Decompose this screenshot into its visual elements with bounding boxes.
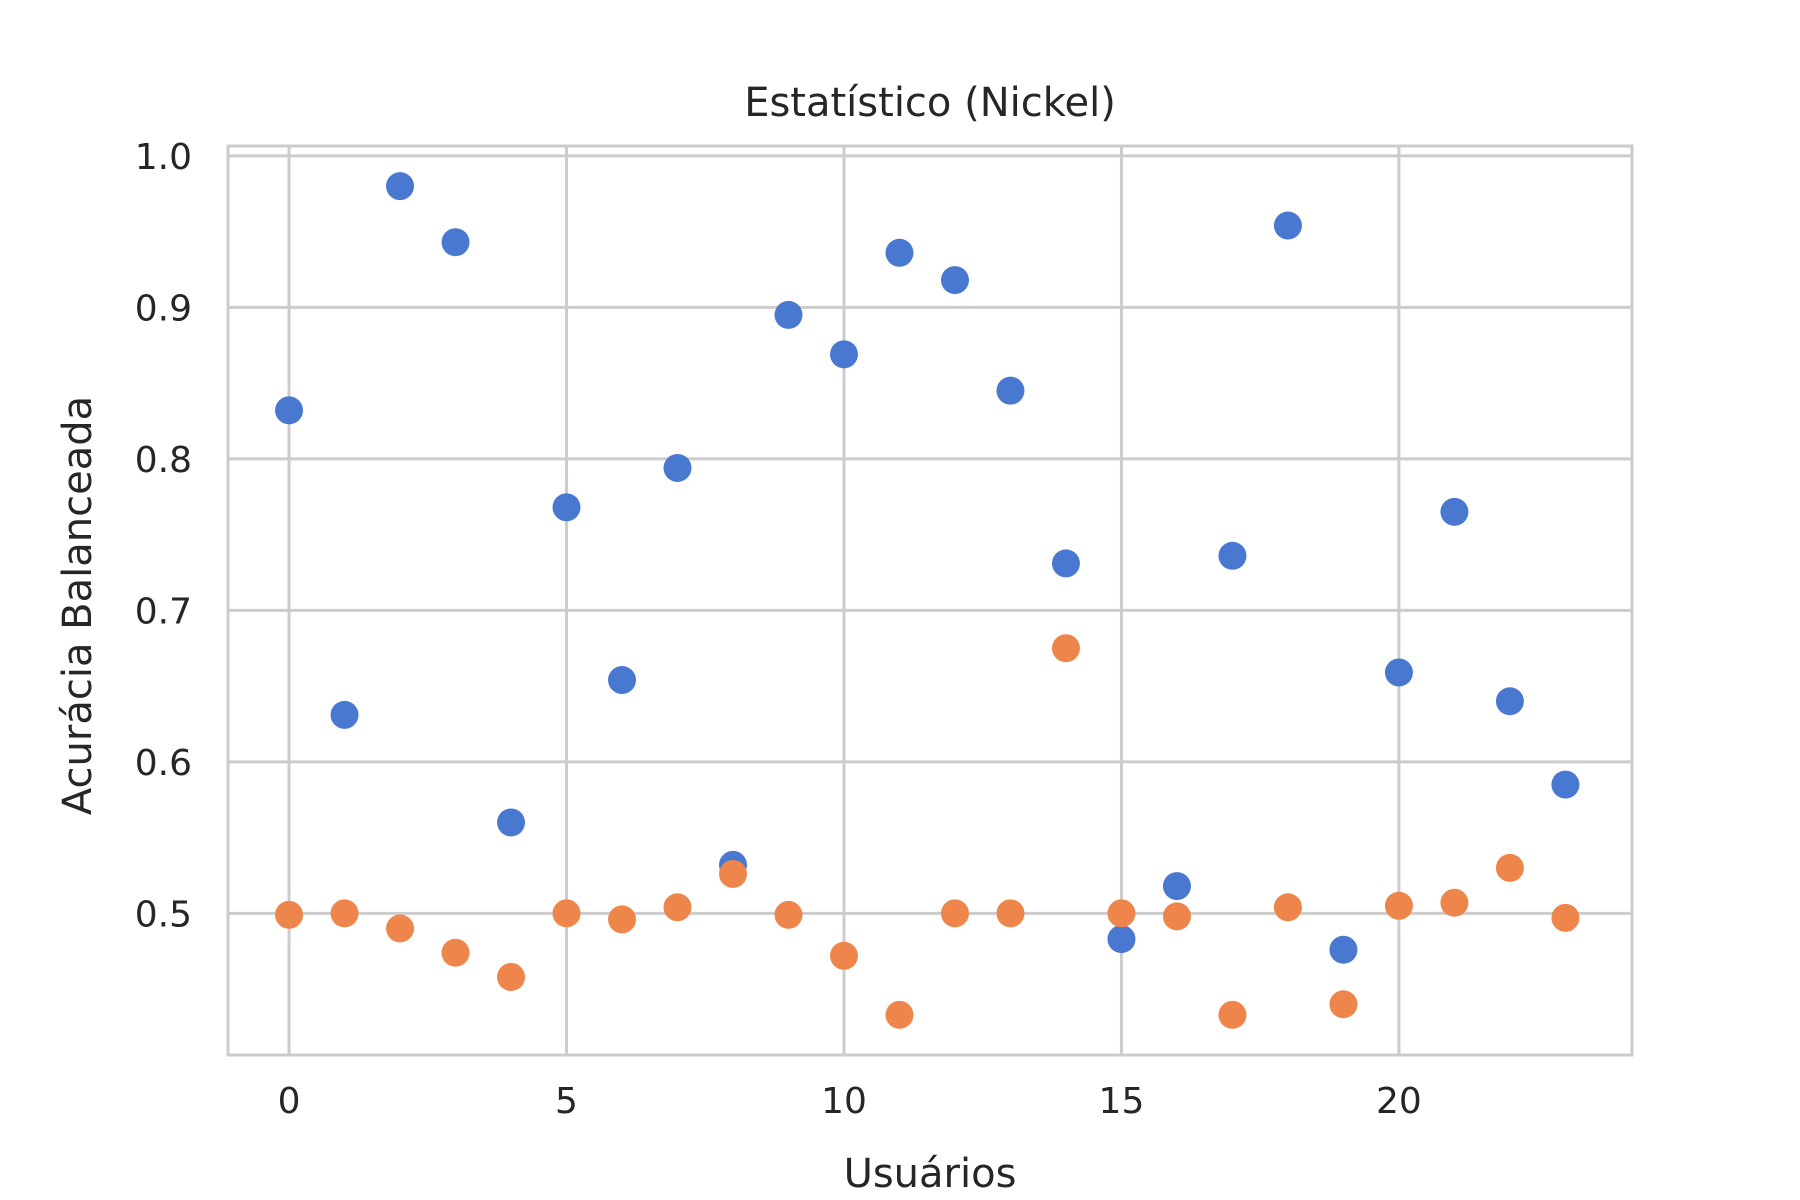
y-tick-label: 0.8: [135, 440, 192, 481]
data-point: [1273, 211, 1302, 240]
data-point: [608, 666, 637, 695]
data-point: [1551, 770, 1580, 799]
y-tick-label: 0.5: [135, 894, 192, 935]
chart-title: Estatístico (Nickel): [744, 80, 1116, 126]
y-tick-label: 1.0: [135, 137, 192, 178]
data-point: [1162, 902, 1191, 931]
data-point: [885, 238, 914, 267]
data-point: [441, 938, 470, 967]
data-point: [275, 900, 304, 929]
data-point: [1218, 541, 1247, 570]
x-tick-label: 15: [1099, 1081, 1145, 1122]
data-point: [1440, 888, 1469, 917]
data-point: [885, 1000, 914, 1029]
y-tick-label: 0.6: [135, 743, 192, 784]
data-point: [1495, 687, 1524, 716]
data-point: [1495, 853, 1524, 882]
x-tick-label: 20: [1376, 1081, 1422, 1122]
data-point: [1273, 893, 1302, 922]
x-tick-label: 10: [821, 1081, 867, 1122]
data-point: [996, 899, 1025, 928]
y-axis-title: Acurácia Balanceada: [55, 396, 101, 815]
data-point: [718, 859, 747, 888]
data-point: [1384, 658, 1413, 687]
data-point: [996, 376, 1025, 405]
data-point: [386, 172, 415, 201]
x-tick-label: 5: [555, 1081, 578, 1122]
data-point: [1107, 925, 1136, 954]
data-point: [663, 453, 692, 482]
data-point: [1218, 1000, 1247, 1029]
grid: [228, 146, 1632, 1055]
data-point: [940, 899, 969, 928]
data-point: [1329, 935, 1358, 964]
data-point: [497, 808, 526, 837]
data-point: [608, 905, 637, 934]
data-point: [829, 340, 858, 369]
data-point: [774, 900, 803, 929]
data-point: [663, 893, 692, 922]
data-point: [552, 493, 581, 522]
plot-area-frame: [226, 144, 1634, 1057]
data-point: [275, 396, 304, 425]
data-point: [1440, 497, 1469, 526]
data-point: [1551, 903, 1580, 932]
data-point: [552, 899, 581, 928]
y-tick-label: 0.9: [135, 288, 192, 329]
data-point: [330, 899, 359, 928]
x-axis-title: Usuários: [844, 1151, 1017, 1197]
y-tick-label: 0.7: [135, 591, 192, 632]
data-points: [275, 172, 1580, 1029]
x-tick-label: 0: [278, 1081, 301, 1122]
data-point: [774, 300, 803, 329]
data-point: [330, 700, 359, 729]
data-point: [940, 266, 969, 295]
series-1: [275, 634, 1580, 1029]
data-point: [497, 962, 526, 991]
data-point: [1107, 899, 1136, 928]
data-point: [1329, 990, 1358, 1019]
data-point: [829, 941, 858, 970]
data-point: [441, 228, 470, 257]
tick-labels: 0 5 10 15 20 0.5 0.6 0.7 0.8 0.9 1.0: [135, 137, 1422, 1122]
data-point: [1051, 634, 1080, 663]
data-point: [386, 914, 415, 943]
data-point: [1384, 891, 1413, 920]
data-point: [1051, 549, 1080, 578]
data-point: [1162, 872, 1191, 901]
